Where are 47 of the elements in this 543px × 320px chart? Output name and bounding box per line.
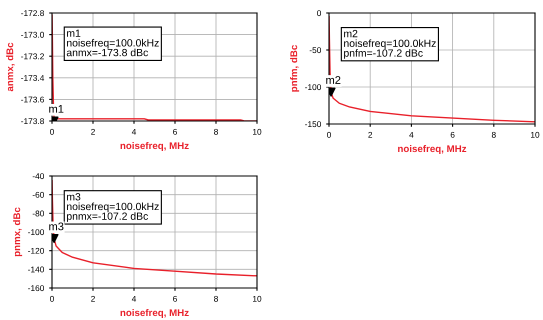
x-tick-label: 0 [50, 296, 54, 302]
y-tick-label: -160 [28, 285, 44, 292]
y-tick-label: -50 [310, 47, 322, 54]
annotation: m3 noisefreq=100.0kHz pnmx=-107.2 dBc [67, 193, 159, 222]
y-tick-label: -40 [32, 173, 44, 180]
x-tick-label: 10 [531, 132, 540, 138]
x-tick-label: 0 [327, 132, 331, 138]
y-tick-label: -173.6 [21, 96, 44, 102]
y-tick-label: -80 [32, 210, 44, 216]
annotation: m2 noisefreq=100.0kHz pnfm=-107.2 dBc [344, 30, 436, 59]
x-tick-label: 6 [450, 132, 455, 138]
y-tick-label: -150 [305, 121, 322, 128]
x-tick-label: 8 [492, 132, 496, 138]
y-tick-label: -173.8 [21, 118, 44, 124]
y-tick-label: -172.8 [21, 10, 44, 16]
y-tick-label: -173.4 [21, 75, 44, 81]
x-tick-label: 6 [173, 296, 177, 302]
x-tick-label: 10 [253, 128, 262, 135]
y-tick-label: -140 [28, 266, 44, 272]
x-tick-label: 6 [173, 128, 177, 135]
y-tick-label: -173.0 [21, 32, 44, 38]
y-tick-label: 0 [317, 10, 322, 16]
x-axis-title: noisefreq, MHz [398, 144, 466, 154]
y-tick-label: -100 [305, 84, 322, 90]
annotation: m1 noisefreq=100.0kHz anmx=-173.8 dBc [66, 30, 159, 56]
y-tick-label: -60 [32, 192, 44, 198]
y-axis-title: pnfm, dBc [290, 45, 300, 92]
x-tick-label: 8 [214, 296, 218, 302]
y-tick-label: -100 [28, 229, 44, 236]
y-axis-title: anmx, dBc [6, 42, 15, 92]
x-tick-label: 4 [132, 296, 136, 302]
y-axis-title: pnmx, dBc [13, 207, 22, 256]
x-axis-title: noisefreq, MHz [120, 142, 189, 152]
series-label: m2 [326, 76, 340, 84]
x-tick-label: 2 [91, 128, 95, 135]
y-tick-label: -120 [28, 248, 44, 254]
series-label: m1 [49, 105, 64, 113]
x-tick-label: 8 [214, 128, 218, 135]
x-tick-label: 2 [91, 296, 95, 302]
x-tick-label: 0 [50, 128, 54, 135]
x-tick-label: 10 [253, 296, 262, 302]
x-tick-label: 2 [368, 132, 372, 138]
x-axis-title: noisefreq, MHz [120, 308, 189, 318]
series-label: m3 [49, 222, 64, 230]
y-tick-label: -173.2 [21, 53, 44, 60]
x-tick-label: 4 [132, 128, 136, 135]
x-tick-label: 4 [409, 132, 414, 138]
